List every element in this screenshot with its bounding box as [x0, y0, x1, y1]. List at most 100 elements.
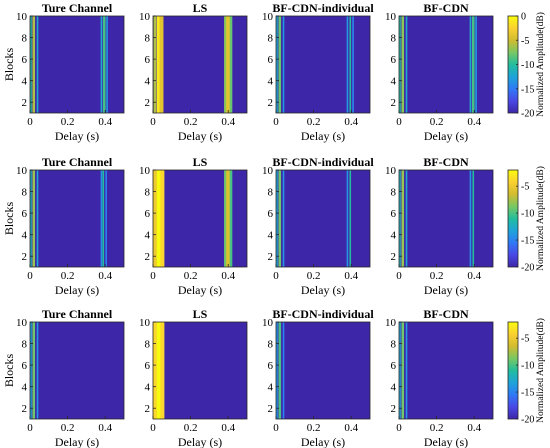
panel-title: BF-CDN [423, 307, 469, 321]
y-tick-label: 4 [22, 382, 28, 394]
colorbar-tick-label: -10 [521, 60, 534, 71]
heatmap-delay-line [30, 322, 32, 419]
heatmap-delay-line [102, 16, 106, 113]
panel-frame [29, 169, 125, 268]
heatmap-delay-line [156, 322, 161, 419]
y-tick-label: 2 [22, 403, 28, 415]
y-tick-label: 8 [391, 339, 397, 351]
x-axis-label: Delay (s) [301, 129, 345, 143]
y-tick-label: 8 [268, 33, 274, 45]
x-tick-label: 0 [396, 270, 402, 282]
y-tick-label: 10 [139, 317, 151, 329]
colorbar-tick-label: -20 [521, 263, 534, 274]
y-tick-label: 6 [391, 208, 397, 220]
heatmap-delay-line [226, 170, 231, 267]
x-tick-label: 0.4 [467, 422, 481, 434]
heatmap-panel: LS 0 0.2 0.4 2 4 6 8 10 Delay (s) [139, 155, 248, 297]
y-tick-label: 10 [385, 11, 397, 23]
y-axis-label: Blocks [2, 202, 16, 236]
heatmap-delay-line [36, 16, 39, 113]
heatmap-delay-line [30, 170, 32, 267]
x-axis-label: Delay (s) [55, 435, 99, 448]
x-axis-label: Delay (s) [178, 283, 222, 297]
x-tick-label: 0.2 [184, 270, 198, 282]
y-tick-label: 4 [22, 230, 28, 242]
x-tick-label: 0.2 [61, 116, 75, 128]
heatmap-panel: LS 0 0.2 0.4 2 4 6 8 10 Delay (s) [139, 307, 248, 448]
heatmap-delay-line [36, 322, 39, 419]
y-tick-label: 6 [391, 360, 397, 372]
y-tick-label: 6 [145, 360, 151, 372]
colorbar-tick-label: -10 [521, 361, 534, 372]
x-tick-label: 0.2 [430, 422, 444, 434]
heatmap-delay-line [224, 170, 227, 267]
y-tick-label: 2 [22, 251, 28, 263]
x-tick-label: 0.4 [221, 422, 235, 434]
y-axis-label: Blocks [2, 354, 16, 388]
y-tick-label: 6 [145, 54, 151, 66]
heatmap-delay-line [156, 16, 161, 113]
panel-title: Ture Channel [42, 307, 113, 321]
heatmap-panel: BF-CDN 0 0.2 0.4 2 4 6 8 10 Delay (s) [385, 307, 494, 448]
y-tick-label: 8 [391, 187, 397, 199]
heatmap-background [276, 322, 370, 419]
heatmap-delay-line [105, 170, 107, 267]
heatmap-delay-line [229, 16, 233, 113]
y-tick-label: 4 [268, 382, 274, 394]
y-tick-label: 10 [139, 11, 151, 23]
panel-frame [275, 15, 371, 114]
y-tick-label: 6 [22, 54, 28, 66]
heatmap-delay-line [276, 322, 278, 419]
x-tick-label: 0.2 [430, 270, 444, 282]
x-tick-label: 0 [27, 116, 33, 128]
colorbar: 0 -5 -10 -15 -20 Normalized Amplitude(dB) [507, 12, 546, 120]
heatmap-delay-line [276, 16, 278, 113]
x-tick-label: 0.4 [344, 422, 358, 434]
y-tick-label: 8 [268, 339, 274, 351]
heatmap-delay-line [32, 170, 36, 267]
panel-frame [398, 321, 494, 420]
x-tick-label: 0.4 [344, 270, 358, 282]
heatmap-delay-line [399, 322, 401, 419]
x-tick-label: 0 [150, 422, 156, 434]
x-axis-label: Delay (s) [301, 283, 345, 297]
y-tick-label: 4 [268, 76, 274, 88]
panel-frame [398, 169, 494, 268]
x-tick-label: 0 [396, 422, 402, 434]
colorbar: -5 -10 -15 -20 Normalized Amplitude(dB) [507, 166, 546, 274]
heatmap-delay-line [30, 16, 32, 113]
x-axis-label: Delay (s) [178, 435, 222, 448]
y-tick-label: 8 [145, 33, 151, 45]
panel-title: LS [193, 155, 208, 169]
colorbar-tick-label: -20 [521, 415, 534, 426]
heatmap-background [276, 170, 370, 267]
colorbar-tick-label: -15 [521, 388, 534, 399]
colorbar-label: Normalized Amplitude(dB) [535, 166, 546, 271]
colorbar-tick-label: -20 [521, 109, 534, 120]
heatmap-background [153, 170, 247, 267]
y-tick-label: 8 [145, 187, 151, 199]
colorbar-tick-label: -5 [521, 182, 529, 193]
heatmap-delay-line [156, 170, 161, 267]
x-tick-label: 0 [27, 270, 33, 282]
panel-title: Ture Channel [42, 155, 113, 169]
heatmap-background [399, 16, 493, 113]
x-tick-label: 0.2 [61, 422, 75, 434]
x-axis-label: Delay (s) [424, 129, 468, 143]
panel-frame [152, 321, 248, 420]
x-tick-label: 0.2 [61, 270, 75, 282]
y-tick-label: 8 [391, 33, 397, 45]
x-tick-label: 0 [150, 116, 156, 128]
colorbar-gradient [507, 169, 519, 268]
panel-title: BF-CDN-individual [272, 1, 374, 15]
y-tick-label: 6 [391, 54, 397, 66]
x-tick-label: 0.4 [221, 116, 235, 128]
heatmap-delay-line [226, 16, 231, 113]
x-tick-label: 0 [396, 116, 402, 128]
x-tick-label: 0.4 [221, 270, 235, 282]
heatmap-delay-line [282, 16, 285, 113]
heatmap-delay-line [100, 170, 103, 267]
y-tick-label: 2 [145, 251, 151, 263]
panel-frame [398, 15, 494, 114]
heatmap-delay-line [352, 16, 354, 113]
